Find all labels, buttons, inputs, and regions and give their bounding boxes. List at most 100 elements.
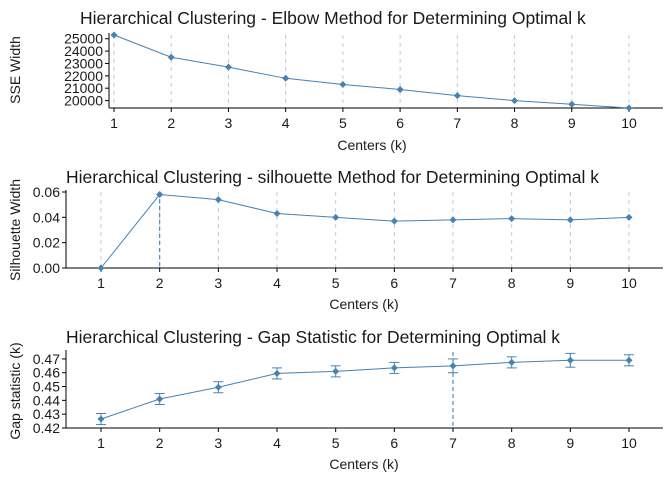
gap-x-tick-label: 7 xyxy=(449,435,457,451)
gap-x-ticks: 1 2 3 4 5 6 7 8 9 10 xyxy=(97,428,637,451)
elbow-point xyxy=(453,92,461,100)
elbow-point xyxy=(396,85,404,93)
silhouette-y-tick-label: 0.02 xyxy=(33,235,60,251)
silhouette-x-tick-label: 2 xyxy=(156,275,164,291)
gap-x-axis-label: Centers (k) xyxy=(329,456,398,472)
elbow-x-tick-label: 6 xyxy=(396,115,404,131)
gap-y-tick-label: 0.43 xyxy=(33,406,60,422)
elbow-x-tick-label: 5 xyxy=(339,115,347,131)
elbow-x-tick-label: 10 xyxy=(621,115,637,131)
elbow-y-tick-label: 20000 xyxy=(64,93,103,109)
gap-y-tick-label: 0.46 xyxy=(33,365,60,381)
silhouette-series-line xyxy=(100,194,630,269)
gap-y-tick-label: 0.44 xyxy=(33,392,60,408)
elbow-grid xyxy=(113,35,630,108)
gap-point xyxy=(97,415,105,423)
silhouette-point xyxy=(625,213,633,221)
elbow-point xyxy=(511,97,519,105)
gap-point xyxy=(390,364,398,372)
elbow-y-tick-label: 21000 xyxy=(64,80,103,96)
elbow-y-tick-label: 23000 xyxy=(64,55,103,71)
elbow-point xyxy=(224,63,232,71)
gap-point xyxy=(566,356,574,364)
elbow-x-tick-label: 8 xyxy=(511,115,519,131)
elbow-y-tick-label: 24000 xyxy=(64,43,103,59)
silhouette-x-tick-label: 5 xyxy=(332,275,340,291)
silhouette-x-axis-label: Centers (k) xyxy=(329,296,398,312)
elbow-x-tick-label: 2 xyxy=(167,115,175,131)
elbow-panel: Hierarchical Clustering - Elbow Method f… xyxy=(7,8,663,153)
elbow-point xyxy=(167,53,175,61)
elbow-y-tick-label: 25000 xyxy=(64,31,103,47)
silhouette-point xyxy=(156,191,164,199)
gap-point xyxy=(625,356,633,364)
gap-y-tick-label: 0.47 xyxy=(33,351,60,367)
gap-point xyxy=(449,362,457,370)
elbow-axes xyxy=(108,33,663,109)
elbow-x-tick-label: 4 xyxy=(282,115,290,131)
silhouette-y-tick-label: 0.04 xyxy=(33,209,60,225)
silhouette-point xyxy=(97,264,105,272)
gap-point xyxy=(214,383,222,391)
gap-x-tick-label: 9 xyxy=(566,435,574,451)
elbow-series xyxy=(110,31,633,112)
silhouette-point xyxy=(390,217,398,225)
elbow-x-ticks: 1 2 3 4 5 6 7 8 9 10 xyxy=(110,108,637,131)
gap-x-tick-label: 3 xyxy=(214,435,222,451)
elbow-point xyxy=(568,100,576,108)
silhouette-y-tick-label: 0.00 xyxy=(33,260,60,276)
gap-title: Hierarchical Clustering - Gap Statistic … xyxy=(66,327,560,347)
gap-x-tick-label: 10 xyxy=(621,435,637,451)
silhouette-point xyxy=(214,196,222,204)
elbow-x-axis-label: Centers (k) xyxy=(337,137,406,153)
elbow-x-tick-label: 1 xyxy=(110,115,118,131)
silhouette-point xyxy=(449,216,457,224)
gap-y-tick-label: 0.45 xyxy=(33,379,60,395)
gap-y-tick-label: 0.42 xyxy=(33,420,60,436)
elbow-x-tick-label: 7 xyxy=(453,115,461,131)
silhouette-grid xyxy=(100,192,630,268)
silhouette-x-tick-label: 9 xyxy=(566,275,574,291)
elbow-point xyxy=(110,31,118,39)
silhouette-point xyxy=(508,215,516,223)
silhouette-x-tick-label: 10 xyxy=(621,275,637,291)
elbow-y-tick-label: 22000 xyxy=(64,68,103,84)
elbow-x-tick-label: 3 xyxy=(225,115,233,131)
elbow-point xyxy=(339,80,347,88)
silhouette-point xyxy=(332,213,340,221)
silhouette-y-ticks: 0.00 0.02 0.04 0.06 xyxy=(33,184,66,276)
gap-y-axis-label: Gap statistic (k) xyxy=(7,342,23,439)
gap-x-tick-label: 1 xyxy=(97,435,105,451)
silhouette-x-tick-label: 4 xyxy=(273,275,281,291)
silhouette-y-tick-label: 0.06 xyxy=(33,184,60,200)
elbow-title: Hierarchical Clustering - Elbow Method f… xyxy=(80,8,586,28)
gap-x-tick-label: 6 xyxy=(390,435,398,451)
silhouette-point xyxy=(566,216,574,224)
gap-series-line xyxy=(100,359,629,420)
gap-x-tick-label: 2 xyxy=(156,435,164,451)
silhouette-point xyxy=(273,210,281,218)
silhouette-axes xyxy=(65,190,663,269)
silhouette-title: Hierarchical Clustering - silhouette Met… xyxy=(66,167,599,187)
gap-y-ticks: 0.420.430.440.450.460.47 xyxy=(33,351,66,436)
elbow-x-tick-label: 9 xyxy=(568,115,576,131)
gap-x-tick-label: 4 xyxy=(273,435,281,451)
gap-point xyxy=(156,395,164,403)
elbow-point xyxy=(282,74,290,82)
silhouette-x-tick-label: 8 xyxy=(508,275,516,291)
gap-x-tick-label: 8 xyxy=(508,435,516,451)
gap-point xyxy=(332,367,340,375)
elbow-point xyxy=(625,104,633,112)
silhouette-x-tick-label: 1 xyxy=(97,275,105,291)
silhouette-panel: Hierarchical Clustering - silhouette Met… xyxy=(7,167,663,312)
elbow-y-axis-label: SSE Width xyxy=(7,36,23,104)
gap-point xyxy=(273,369,281,377)
gap-point xyxy=(508,358,516,366)
silhouette-y-axis-label: Silhouette Width xyxy=(7,179,23,281)
gap-series xyxy=(96,352,634,426)
silhouette-series xyxy=(97,191,633,272)
gap-panel: Hierarchical Clustering - Gap Statistic … xyxy=(7,327,663,472)
silhouette-x-ticks: 1 2 3 4 5 6 7 8 9 10 xyxy=(97,268,637,291)
